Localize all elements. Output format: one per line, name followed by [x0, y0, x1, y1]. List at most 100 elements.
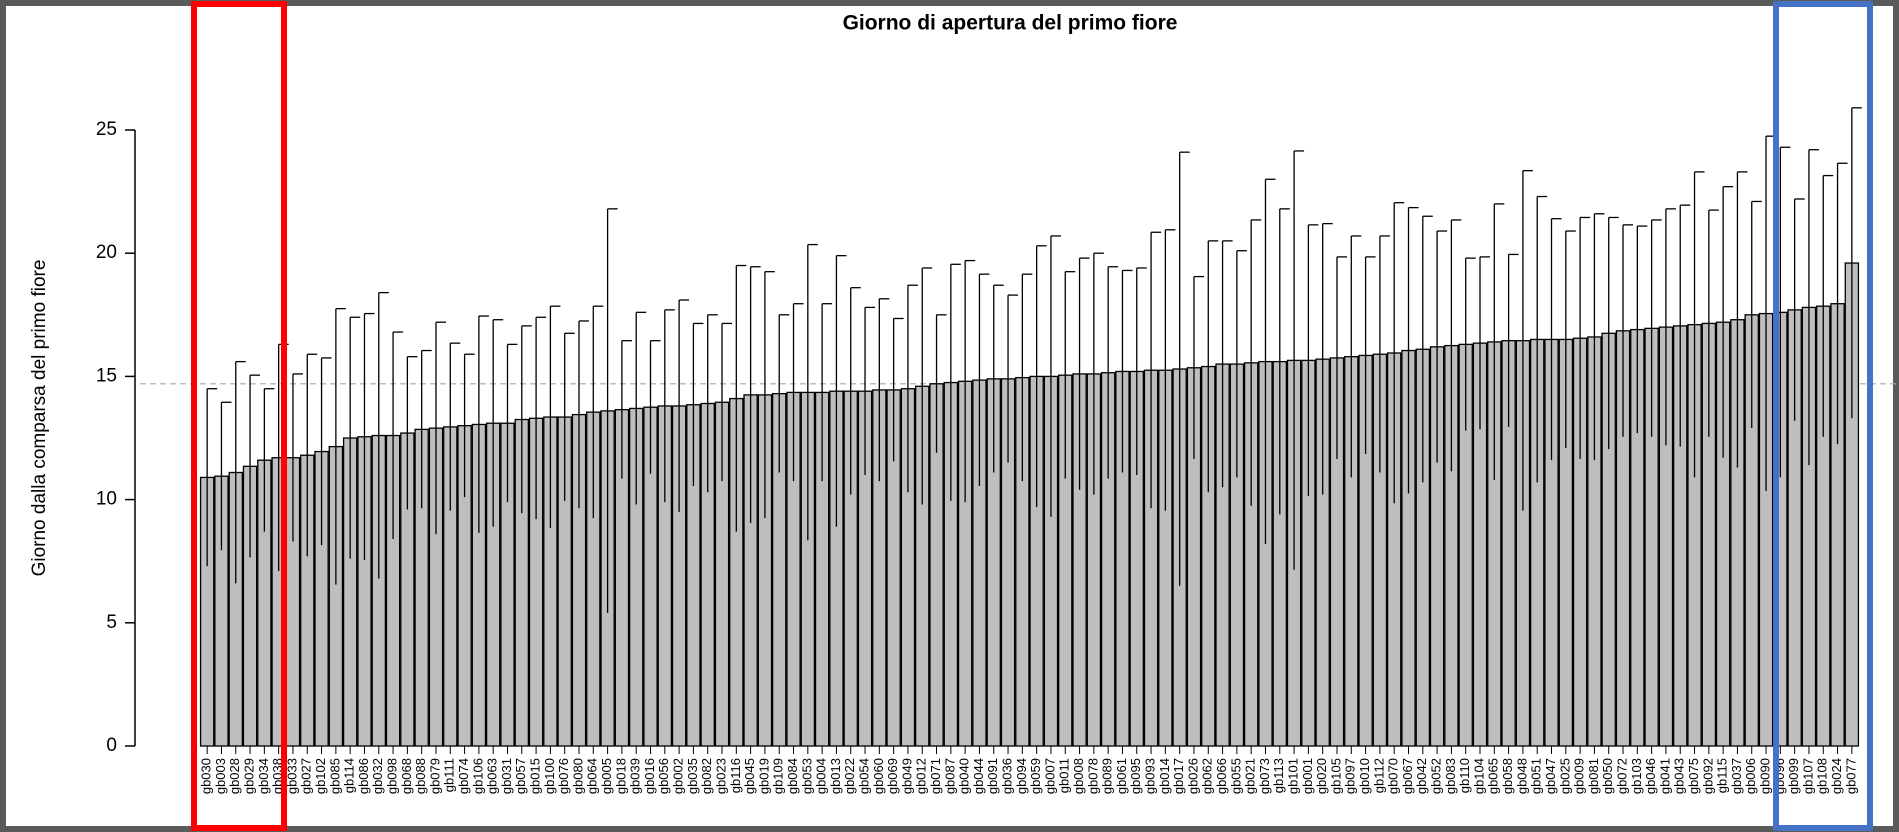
- x-tick-label: gb105: [1328, 758, 1343, 794]
- x-tick-label: gb033: [284, 758, 299, 794]
- x-tick-label: gb109: [771, 758, 786, 794]
- x-tick-label: gb060: [871, 758, 886, 794]
- x-tick-label: gb073: [1257, 758, 1272, 794]
- x-tick-label: gb009: [1572, 758, 1587, 794]
- highlight-box: [1773, 1, 1873, 831]
- x-tick-label: gb011: [1057, 758, 1072, 793]
- x-tick-label: gb028: [227, 758, 242, 794]
- x-tick-label: gb115: [1715, 758, 1730, 793]
- x-tick-label: gb031: [499, 758, 514, 794]
- y-tick-label: 5: [106, 612, 117, 633]
- x-tick-label: gb056: [656, 758, 671, 794]
- x-tick-label: gb069: [885, 758, 900, 794]
- x-tick-label: gb111: [442, 758, 457, 792]
- x-tick-label: gb108: [1815, 758, 1830, 794]
- y-axis-label: Giorno dalla comparsa del primo fiore: [29, 260, 50, 577]
- x-tick-label: gb101: [1286, 758, 1301, 794]
- x-tick-label: gb085: [327, 758, 342, 794]
- x-tick-label: gb064: [585, 758, 600, 794]
- x-tick-label: gb023: [713, 758, 728, 794]
- x-tick-label: gb055: [1228, 758, 1243, 794]
- x-tick-label: gb076: [556, 758, 571, 794]
- x-tick-label: gb029: [241, 758, 256, 794]
- x-tick-label: gb065: [1486, 758, 1501, 794]
- x-tick-label: gb072: [1614, 758, 1629, 794]
- x-tick-label: gb112: [1371, 758, 1386, 793]
- x-tick-label: gb082: [699, 758, 714, 794]
- x-tick-label: gb059: [1028, 758, 1043, 794]
- x-tick-label: gb100: [542, 758, 557, 794]
- x-tick-label: gb058: [1500, 758, 1515, 794]
- x-tick-label: gb050: [1600, 758, 1615, 794]
- x-tick-label: gb116: [728, 758, 743, 793]
- x-tick-label: gb039: [628, 758, 643, 794]
- x-tick-label: gb099: [1786, 758, 1801, 794]
- x-tick-label: gb075: [1686, 758, 1701, 794]
- x-tick-label: gb051: [1529, 758, 1544, 794]
- x-tick-label: gb044: [971, 758, 986, 794]
- highlight-box: [191, 1, 287, 831]
- x-tick-label: gb053: [799, 758, 814, 794]
- x-tick-label: gb084: [785, 758, 800, 794]
- x-tick-label: gb027: [299, 758, 314, 794]
- x-tick-label: gb070: [1386, 758, 1401, 794]
- x-tick-label: gb104: [1471, 758, 1486, 794]
- x-tick-label: gb037: [1729, 758, 1744, 794]
- x-tick-label: gb077: [1843, 758, 1858, 794]
- x-tick-label: gb041: [1657, 758, 1672, 794]
- x-tick-label: gb016: [642, 758, 657, 794]
- x-tick-label: gb062: [1200, 758, 1215, 794]
- x-tick-label: gb049: [899, 758, 914, 794]
- x-tick-label: gb013: [828, 758, 843, 794]
- x-tick-label: gb015: [528, 758, 543, 794]
- x-tick-label: gb103: [1629, 758, 1644, 794]
- y-tick-label: 0: [106, 735, 117, 756]
- x-tick-label: gb061: [1114, 758, 1129, 794]
- x-tick-label: gb035: [685, 758, 700, 794]
- y-tick-label: 25: [96, 119, 117, 140]
- x-tick-label: gb095: [1128, 758, 1143, 794]
- x-tick-label: gb054: [856, 758, 871, 794]
- x-tick-label: gb004: [814, 758, 829, 794]
- y-tick-label: 10: [96, 489, 117, 510]
- x-tick-label: gb026: [1185, 758, 1200, 794]
- x-tick-label: gb007: [1042, 758, 1057, 794]
- x-tick-label: gb020: [1314, 758, 1329, 794]
- x-tick-label: gb045: [742, 758, 757, 794]
- x-tick-label: gb081: [1586, 758, 1601, 794]
- x-tick-label: gb113: [1271, 758, 1286, 793]
- x-tick-label: gb036: [999, 758, 1014, 794]
- x-tick-label: gb001: [1300, 758, 1315, 794]
- x-tick-label: gb098: [385, 758, 400, 794]
- x-tick-label: gb080: [570, 758, 585, 794]
- x-tick-label: gb030: [199, 758, 214, 794]
- x-tick-label: gb008: [1071, 758, 1086, 794]
- x-tick-label: gb086: [356, 758, 371, 794]
- x-tick-label: gb005: [599, 758, 614, 794]
- x-tick-label: gb024: [1829, 758, 1844, 794]
- x-tick-label: gb079: [427, 758, 442, 794]
- y-tick-label: 20: [96, 242, 117, 263]
- x-tick-label: gb110: [1457, 758, 1472, 793]
- x-tick-label: gb074: [456, 758, 471, 794]
- x-tick-label: gb114: [342, 758, 357, 793]
- x-tick-label: gb106: [470, 758, 485, 794]
- x-tick-label: gb092: [1700, 758, 1715, 794]
- x-tick-label: gb040: [957, 758, 972, 794]
- x-tick-label: gb019: [756, 758, 771, 794]
- x-tick-label: gb012: [914, 758, 929, 794]
- x-tick-label: gb102: [313, 758, 328, 794]
- x-tick-label: gb088: [413, 758, 428, 794]
- x-tick-label: gb003: [213, 758, 228, 794]
- x-tick-label: gb083: [1443, 758, 1458, 794]
- x-tick-label: gb043: [1672, 758, 1687, 794]
- y-tick-label: 15: [96, 365, 117, 386]
- x-tick-label: gb017: [1171, 758, 1186, 794]
- x-tick-label: gb090: [1757, 758, 1772, 794]
- x-tick-label: gb022: [842, 758, 857, 794]
- x-tick-label: gb021: [1243, 758, 1258, 794]
- x-tick-label: gb093: [1143, 758, 1158, 794]
- x-tick-label: gb014: [1157, 758, 1172, 794]
